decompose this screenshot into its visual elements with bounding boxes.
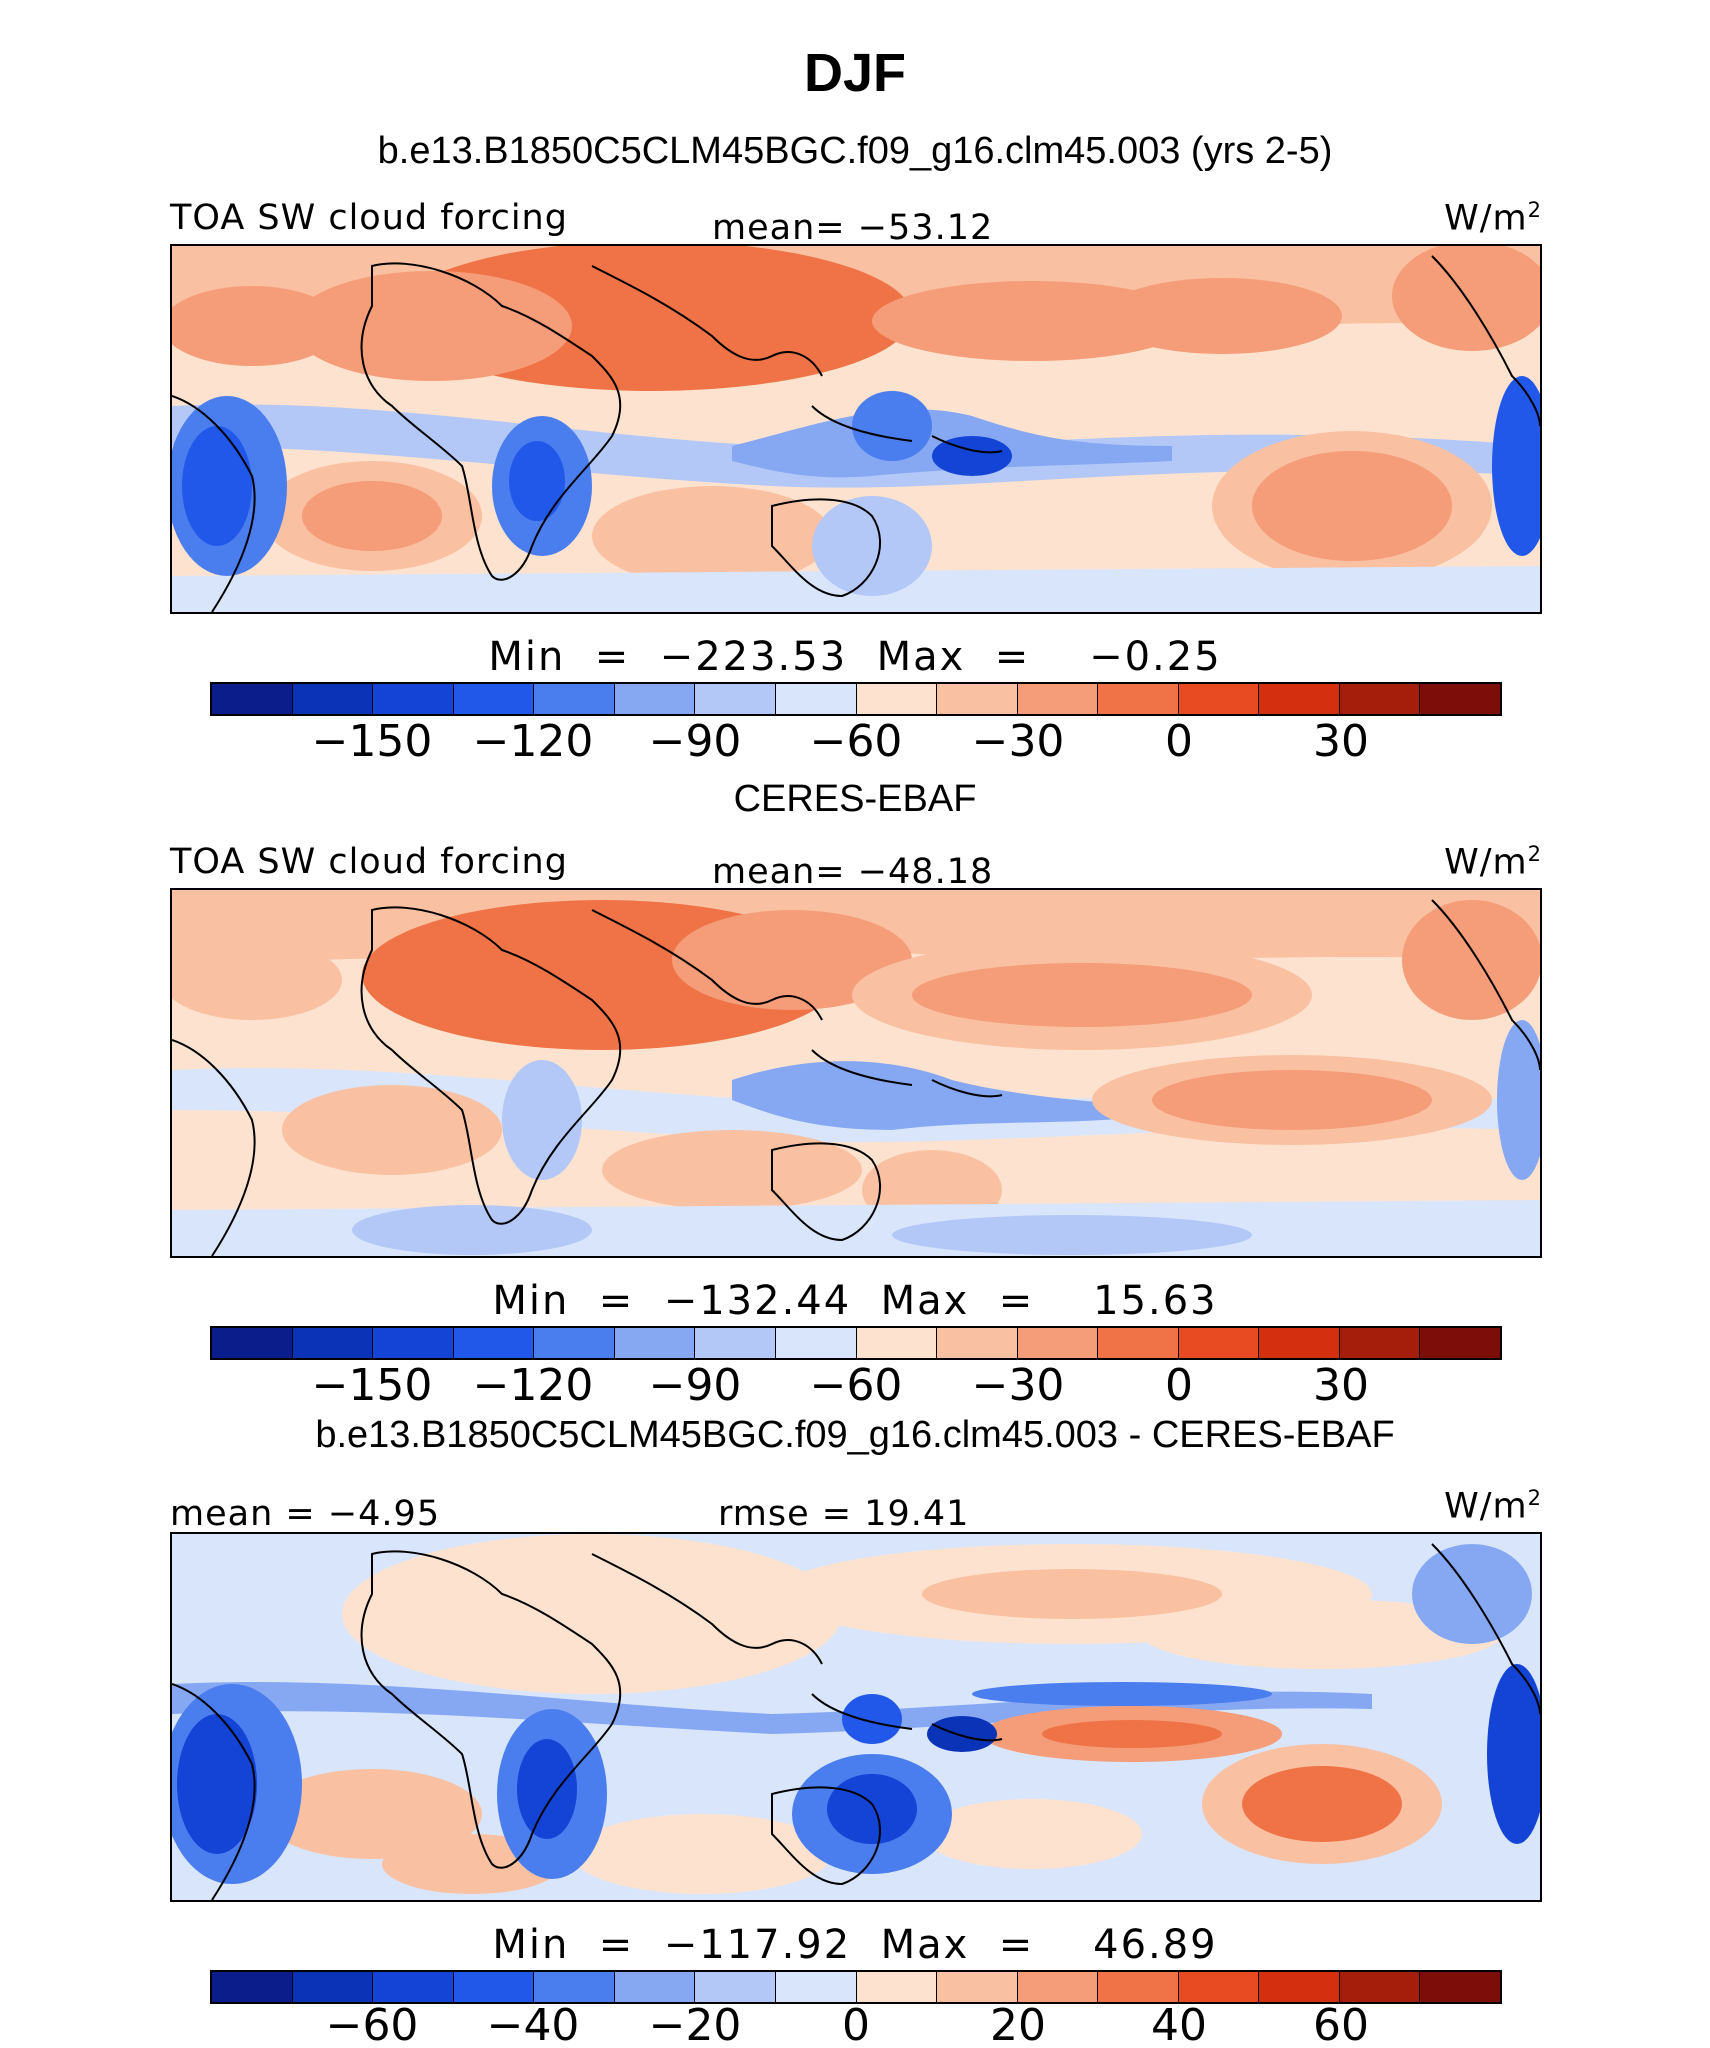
colorbar-swatch xyxy=(1178,1972,1260,2002)
colorbar-swatch xyxy=(373,1972,454,2002)
colorbar-swatch xyxy=(1259,1328,1340,1358)
panel-3-tick: 20 xyxy=(990,2000,1046,2048)
panel-2-heading: CERES-EBAF xyxy=(733,778,977,820)
colorbar-swatch xyxy=(1017,1328,1099,1358)
panel-3-map xyxy=(170,1532,1542,1902)
panel-1-tick: −30 xyxy=(971,716,1065,767)
colorbar-swatch xyxy=(856,1972,938,2002)
colorbar-swatch xyxy=(1098,1328,1179,1358)
panel-1-tick: −120 xyxy=(472,716,594,767)
panel-1-mean-label: mean= −53.12 xyxy=(712,208,994,248)
panel-2-tick: −30 xyxy=(971,1360,1065,1411)
panel-1-heading: b.e13.B1850C5CLM45BGC.f09_g16.clm45.003 … xyxy=(377,130,1333,172)
panel-3-tick: 40 xyxy=(1151,2000,1207,2048)
colorbar-swatch xyxy=(212,1328,293,1358)
panel-2-tick: −90 xyxy=(648,1360,742,1411)
panel-1-units: W/m2 xyxy=(1444,198,1542,239)
colorbar-swatch xyxy=(1259,1972,1340,2002)
colorbar-swatch xyxy=(1178,1328,1260,1358)
panel-1-colorbar xyxy=(210,682,1502,716)
panel-3-tick: 60 xyxy=(1313,2000,1369,2048)
panel-2-tick: −60 xyxy=(809,1360,903,1411)
colorbar-swatch xyxy=(1259,684,1340,714)
panel-2-variable-label: TOA SW cloud forcing xyxy=(170,842,568,882)
colorbar-swatch xyxy=(1339,1972,1421,2002)
colorbar-swatch xyxy=(1420,684,1500,714)
panel-1-tick: 30 xyxy=(1313,716,1369,767)
colorbar-swatch xyxy=(212,1972,293,2002)
colorbar-swatch xyxy=(373,684,454,714)
colorbar-swatch xyxy=(1098,1972,1179,2002)
panel-1-map xyxy=(170,244,1542,614)
panel-3-heading: b.e13.B1850C5CLM45BGC.f09_g16.clm45.003 … xyxy=(315,1414,1395,1456)
panel-1-colorbar-ticks: −150 −120 −90 −60 −30 0 30 xyxy=(0,716,1710,776)
colorbar-swatch xyxy=(856,684,938,714)
colorbar-swatch xyxy=(1339,1328,1421,1358)
colorbar-swatch xyxy=(695,684,776,714)
colorbar-swatch xyxy=(534,1328,615,1358)
colorbar-swatch xyxy=(695,1972,776,2002)
colorbar-swatch xyxy=(1017,684,1099,714)
colorbar-swatch xyxy=(856,1328,938,1358)
panel-2-tick: 0 xyxy=(1165,1360,1193,1411)
colorbar-swatch xyxy=(775,684,857,714)
colorbar-swatch xyxy=(1017,1972,1099,2002)
colorbar-swatch xyxy=(937,684,1018,714)
panel-3-units: W/m2 xyxy=(1444,1486,1542,1527)
panel-1-variable-label: TOA SW cloud forcing xyxy=(170,198,568,238)
panel-3-rmse-label: rmse = 19.41 xyxy=(718,1494,970,1534)
colorbar-swatch xyxy=(695,1328,776,1358)
colorbar-swatch xyxy=(614,1972,696,2002)
panel-3-colorbar-ticks: −60 −40 −20 0 20 40 60 xyxy=(0,2000,1710,2048)
colorbar-swatch xyxy=(453,1328,535,1358)
colorbar-swatch xyxy=(292,1972,374,2002)
colorbar-swatch xyxy=(292,1328,374,1358)
colorbar-swatch xyxy=(373,1328,454,1358)
colorbar-swatch xyxy=(937,1328,1018,1358)
panel-2-tick: −120 xyxy=(472,1360,594,1411)
colorbar-swatch xyxy=(1098,684,1179,714)
panel-3-mean-label: mean = −4.95 xyxy=(170,1494,441,1534)
panel-2-colorbar-ticks: −150 −120 −90 −60 −30 0 30 xyxy=(0,1360,1710,1420)
panel-1-tick: 0 xyxy=(1165,716,1193,767)
panel-3-minmax: Min = −117.92 Max = 46.89 xyxy=(492,1922,1218,1968)
panel-1-tick: −90 xyxy=(648,716,742,767)
colorbar-swatch xyxy=(614,1328,696,1358)
panel-2-map xyxy=(170,888,1542,1258)
colorbar-swatch xyxy=(453,684,535,714)
panel-3-tick: −60 xyxy=(325,2000,419,2048)
colorbar-swatch xyxy=(1178,684,1260,714)
colorbar-swatch xyxy=(1339,684,1421,714)
panel-2-minmax: Min = −132.44 Max = 15.63 xyxy=(492,1278,1218,1324)
colorbar-swatch xyxy=(534,1972,615,2002)
colorbar-swatch xyxy=(534,684,615,714)
colorbar-swatch xyxy=(1420,1972,1500,2002)
panel-1-minmax: Min = −223.53 Max = −0.25 xyxy=(488,634,1222,680)
panel-2-tick: 30 xyxy=(1313,1360,1369,1411)
panel-3-colorbar xyxy=(210,1970,1502,2004)
colorbar-swatch xyxy=(292,684,374,714)
colorbar-swatch xyxy=(937,1972,1018,2002)
colorbar-swatch xyxy=(212,684,293,714)
figure-title: DJF xyxy=(803,43,906,103)
panel-2-units: W/m2 xyxy=(1444,842,1542,883)
panel-2-mean-label: mean= −48.18 xyxy=(712,852,994,892)
panel-3-tick: −20 xyxy=(648,2000,742,2048)
panel-1-tick: −60 xyxy=(809,716,903,767)
panel-3-tick: −40 xyxy=(486,2000,580,2048)
panel-3-tick: 0 xyxy=(842,2000,870,2048)
colorbar-swatch xyxy=(614,684,696,714)
colorbar-swatch xyxy=(775,1972,857,2002)
panel-2-colorbar xyxy=(210,1326,1502,1360)
colorbar-swatch xyxy=(453,1972,535,2002)
panel-1-tick: −150 xyxy=(311,716,433,767)
colorbar-swatch xyxy=(1420,1328,1500,1358)
colorbar-swatch xyxy=(775,1328,857,1358)
panel-2-tick: −150 xyxy=(311,1360,433,1411)
